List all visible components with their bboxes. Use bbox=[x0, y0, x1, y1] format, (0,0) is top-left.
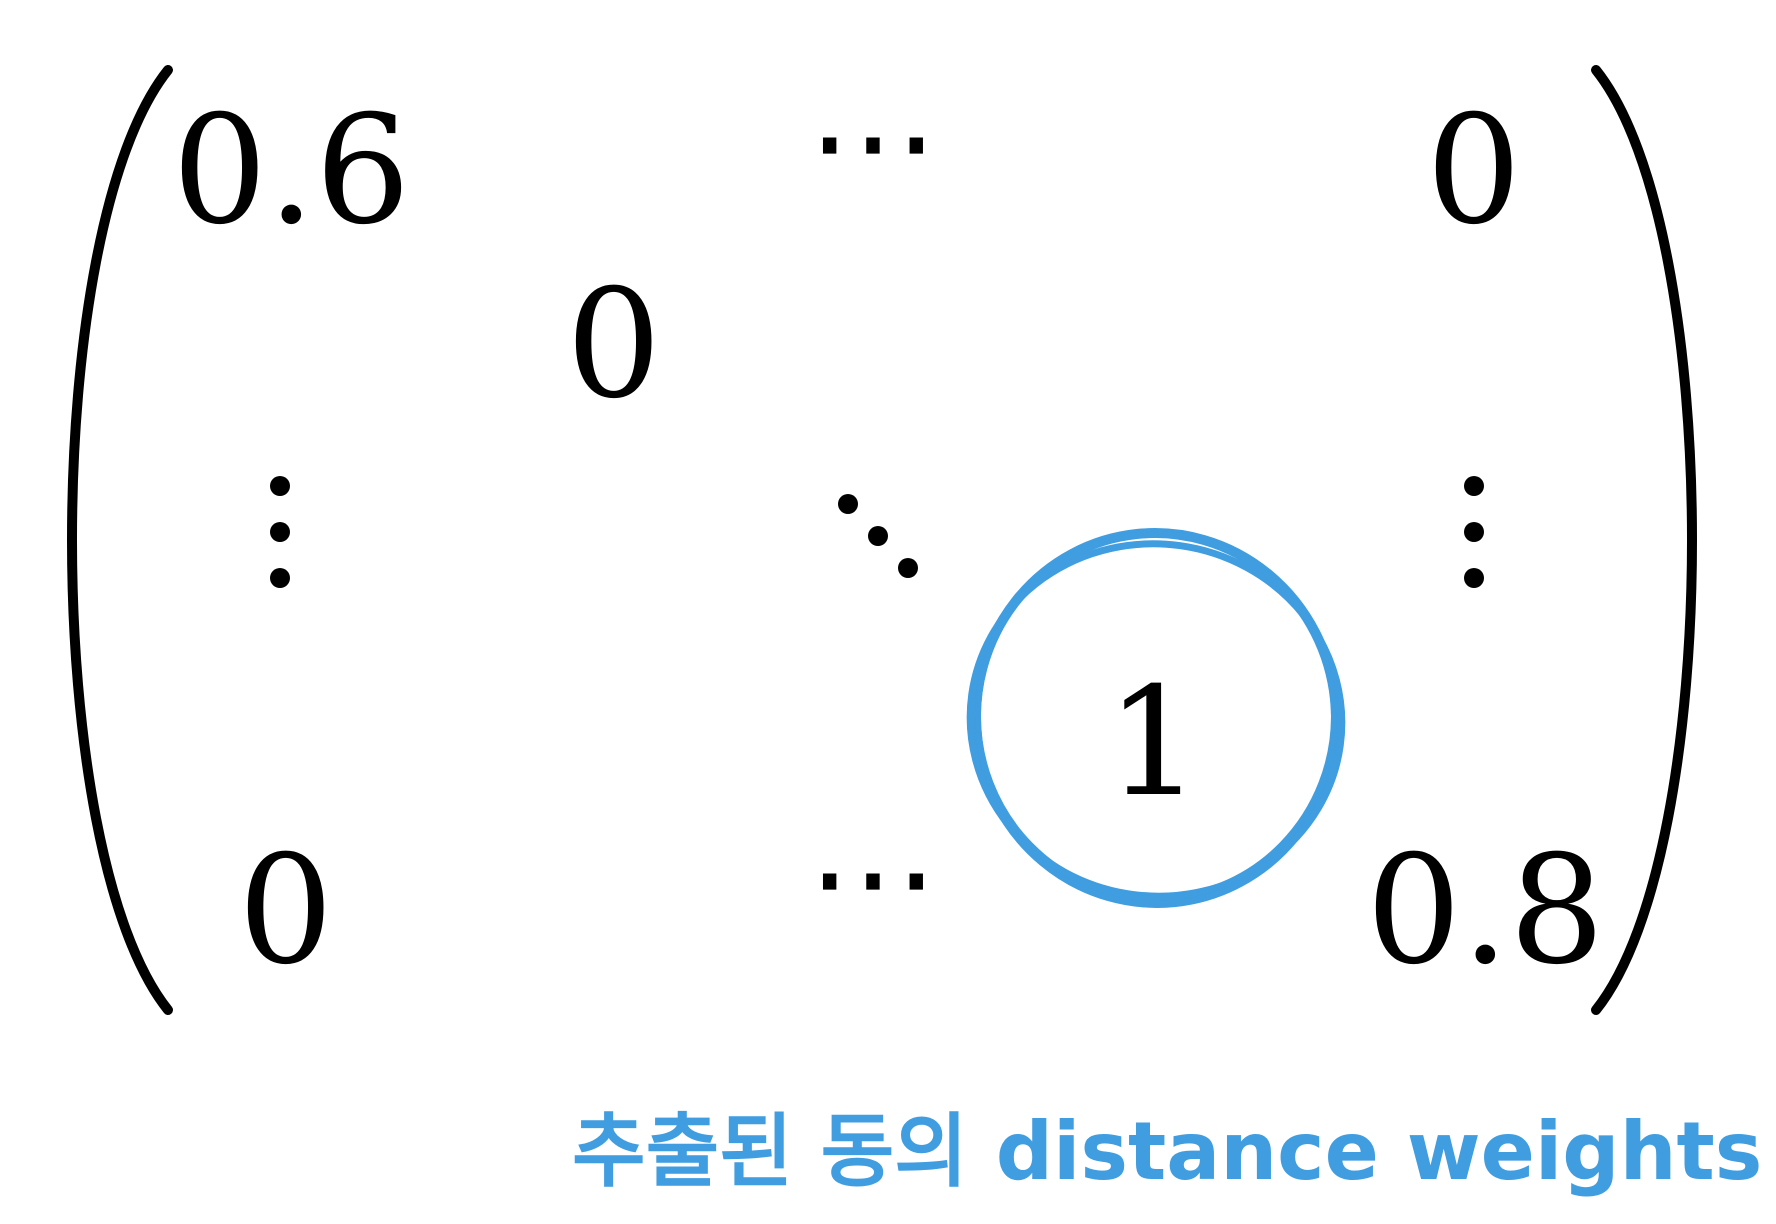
annotation-label: 추출된 동의 distance weights bbox=[572, 1105, 1763, 1198]
matrix-cell-r5c1: 0 bbox=[238, 824, 334, 998]
matrix-cell-r5c4: 0.8 bbox=[1366, 824, 1605, 998]
vertical-ellipsis-right: ⋮ bbox=[1464, 476, 1484, 588]
matrix-cell-r1c1: 0.6 bbox=[172, 84, 411, 258]
horizontal-ellipsis-r1: ⋯ bbox=[808, 65, 938, 217]
horizontal-ellipsis-r5: ⋯ bbox=[808, 801, 938, 953]
matrix-cell-r1c3: 0 bbox=[1426, 84, 1522, 258]
left-parenthesis bbox=[67, 65, 173, 1015]
diagonal-ellipsis: ⋱ bbox=[836, 490, 918, 580]
matrix-cell-highlighted: 1 bbox=[1106, 656, 1202, 830]
vertical-ellipsis-left: ⋮ bbox=[270, 476, 290, 588]
matrix-cell-r2c2: 0 bbox=[566, 258, 662, 432]
right-parenthesis bbox=[1591, 65, 1697, 1015]
